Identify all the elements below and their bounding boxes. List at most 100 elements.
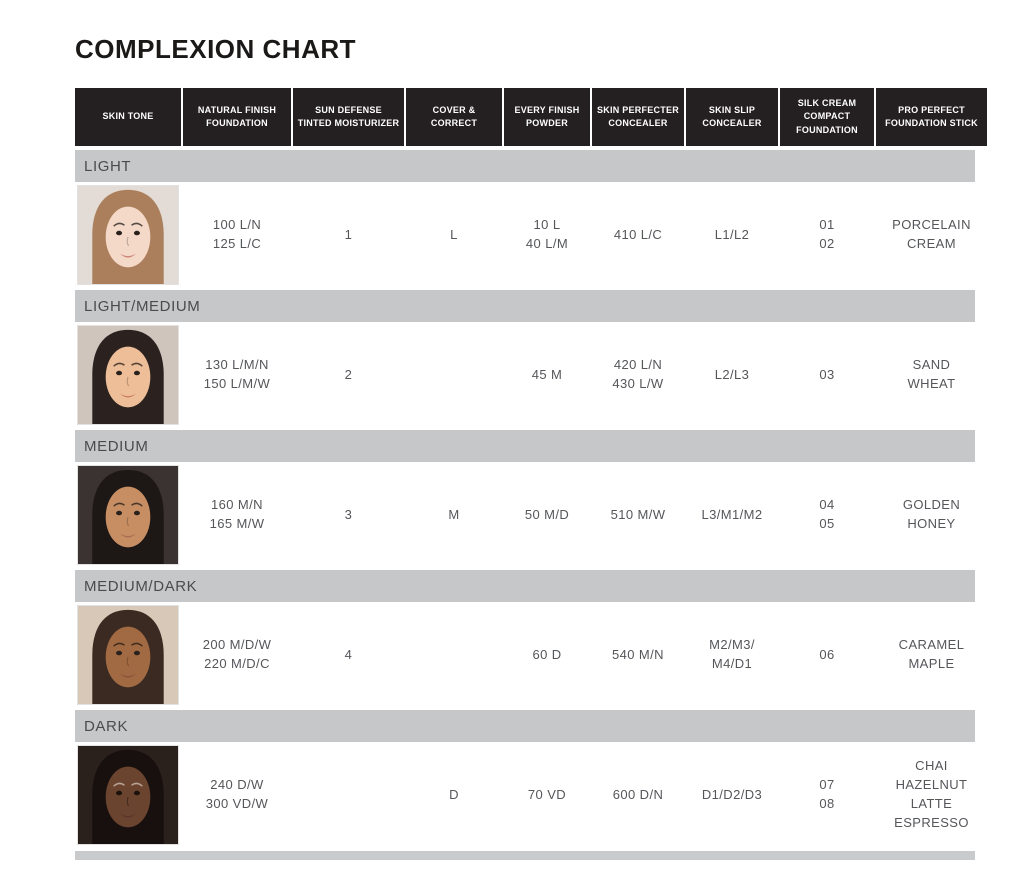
model-face-illustration bbox=[77, 605, 179, 705]
model-face-illustration bbox=[77, 325, 179, 425]
model-photo-light-medium bbox=[75, 324, 181, 426]
model-face-illustration bbox=[77, 745, 179, 845]
model-photo-medium bbox=[75, 464, 181, 566]
cell-silk-cream-compact-foundation: 07 08 bbox=[819, 777, 835, 811]
complexion-table: SKIN TONE NATURAL FINISH FOUNDATION SUN … bbox=[75, 88, 987, 860]
cell-pro-perfect-foundation-stick: PORCELAIN CREAM bbox=[892, 217, 971, 251]
column-header-skin-tone: SKIN TONE bbox=[75, 88, 181, 146]
cell-skin-perfecter-concealer: 410 L/C bbox=[613, 226, 663, 242]
section-label: DARK bbox=[84, 717, 129, 735]
cell-cover-and-correct bbox=[406, 604, 502, 706]
right-eyebrow bbox=[131, 222, 143, 227]
cell-sun-defense-tinted-moisturizer bbox=[293, 744, 404, 846]
model-photo-dark bbox=[75, 744, 181, 846]
lips bbox=[119, 533, 137, 538]
lips bbox=[119, 253, 137, 258]
right-eye bbox=[133, 230, 140, 236]
cell-skin-slip-concealer: D1/D2/D3 bbox=[701, 786, 763, 802]
table-row-light-medium: 130 L/M/N 150 L/M/W 2 45 M 420 L/N 430 L… bbox=[75, 324, 975, 426]
cell-skin-slip-concealer: L2/L3 bbox=[714, 366, 750, 382]
cell-skin-perfecter-concealer: 600 D/N bbox=[612, 786, 664, 802]
cell-cover-and-correct: L bbox=[450, 226, 458, 242]
cell-every-finish-powder: 10 L 40 L/M bbox=[525, 217, 569, 251]
cell-skin-perfecter-concealer: 420 L/N 430 L/W bbox=[612, 357, 664, 391]
section-label: MEDIUM bbox=[84, 437, 149, 455]
left-eye bbox=[116, 370, 123, 376]
cell-cover-and-correct: M bbox=[448, 506, 460, 522]
table-header-row: SKIN TONE NATURAL FINISH FOUNDATION SUN … bbox=[75, 88, 987, 146]
section-band-light: LIGHT bbox=[75, 150, 975, 182]
face bbox=[105, 486, 151, 548]
face bbox=[105, 766, 151, 828]
cell-pro-perfect-foundation-stick: CARAMEL MAPLE bbox=[898, 637, 965, 671]
section-band-medium-dark: MEDIUM/DARK bbox=[75, 570, 975, 602]
column-header-every-finish-powder: EVERY FINISH POWDER bbox=[504, 88, 590, 146]
face bbox=[105, 346, 151, 408]
cell-skin-perfecter-concealer: 540 M/N bbox=[612, 646, 664, 662]
cell-skin-slip-concealer: L1/L2 bbox=[714, 226, 750, 242]
cell-sun-defense-tinted-moisturizer: 3 bbox=[344, 506, 353, 522]
left-eyebrow bbox=[113, 782, 125, 787]
nose bbox=[126, 376, 130, 387]
face bbox=[105, 206, 151, 268]
cell-skin-perfecter-concealer: 510 M/W bbox=[610, 506, 666, 522]
column-header-skin-slip-concealer: SKIN SLIP CONCEALER bbox=[686, 88, 778, 146]
model-face-illustration bbox=[77, 185, 179, 285]
cell-pro-perfect-foundation-stick: SAND WHEAT bbox=[907, 357, 956, 391]
face bbox=[105, 626, 151, 688]
section-label: LIGHT bbox=[84, 157, 132, 175]
section-band-medium: MEDIUM bbox=[75, 430, 975, 462]
left-eye bbox=[116, 650, 123, 656]
left-eye bbox=[116, 790, 123, 796]
left-eyebrow bbox=[113, 222, 125, 227]
left-eye bbox=[116, 510, 123, 516]
right-eye bbox=[133, 510, 140, 516]
right-eyebrow bbox=[131, 502, 143, 507]
cell-silk-cream-compact-foundation: 01 02 bbox=[819, 217, 835, 251]
model-photo-medium-dark bbox=[75, 604, 181, 706]
right-eye bbox=[133, 370, 140, 376]
table-row-medium-dark: 200 M/D/W 220 M/D/C 4 60 D 540 M/N M2/M3… bbox=[75, 604, 975, 706]
cell-pro-perfect-foundation-stick: CHAI HAZELNUT LATTE ESPRESSO bbox=[894, 758, 969, 830]
nose bbox=[126, 516, 130, 527]
model-face-illustration bbox=[77, 465, 179, 565]
column-header-natural-finish-foundation: NATURAL FINISH FOUNDATION bbox=[183, 88, 291, 146]
cell-silk-cream-compact-foundation: 03 bbox=[819, 366, 835, 382]
cell-cover-and-correct: D bbox=[449, 786, 459, 802]
nose bbox=[126, 236, 130, 247]
right-eyebrow bbox=[131, 362, 143, 367]
cell-silk-cream-compact-foundation: 06 bbox=[819, 646, 835, 662]
column-header-sun-defense-tinted-moisturizer: SUN DEFENSE TINTED MOISTURIZER bbox=[293, 88, 404, 146]
cell-sun-defense-tinted-moisturizer: 2 bbox=[344, 366, 353, 382]
cell-sun-defense-tinted-moisturizer: 4 bbox=[344, 646, 353, 662]
cell-every-finish-powder: 60 D bbox=[532, 646, 562, 662]
left-eyebrow bbox=[113, 502, 125, 507]
cell-every-finish-powder: 70 VD bbox=[527, 786, 567, 802]
left-eyebrow bbox=[113, 362, 125, 367]
right-eye bbox=[133, 790, 140, 796]
left-eyebrow bbox=[113, 642, 125, 647]
cell-silk-cream-compact-foundation: 04 05 bbox=[819, 497, 835, 531]
nose bbox=[126, 656, 130, 667]
cell-cover-and-correct bbox=[406, 324, 502, 426]
cell-pro-perfect-foundation-stick: GOLDEN HONEY bbox=[902, 497, 961, 531]
cell-skin-slip-concealer: M2/M3/ M4/D1 bbox=[709, 637, 755, 671]
lips bbox=[119, 673, 137, 678]
model-photo-light bbox=[75, 184, 181, 286]
table-row-medium: 160 M/N 165 M/W 3 M 50 M/D 510 M/W L3/M1… bbox=[75, 464, 975, 566]
table-row-light: 100 L/N 125 L/C 1 L 10 L 40 L/M 410 L/C … bbox=[75, 184, 975, 286]
table-row-dark: 240 D/W 300 VD/W D 70 VD 600 D/N D1/D2/D… bbox=[75, 744, 975, 846]
section-label: MEDIUM/DARK bbox=[84, 577, 198, 595]
cell-every-finish-powder: 50 M/D bbox=[524, 506, 570, 522]
cell-skin-slip-concealer: L3/M1/M2 bbox=[701, 506, 763, 522]
page-title: COMPLEXION CHART bbox=[75, 34, 356, 64]
lips bbox=[119, 393, 137, 398]
section-band-dark: DARK bbox=[75, 710, 975, 742]
left-eye bbox=[116, 230, 123, 236]
column-header-cover-and-correct: COVER & CORRECT bbox=[406, 88, 502, 146]
right-eyebrow bbox=[131, 642, 143, 647]
lips bbox=[119, 813, 137, 818]
cell-natural-finish-foundation: 200 M/D/W 220 M/D/C bbox=[202, 637, 272, 671]
cell-natural-finish-foundation: 160 M/N 165 M/W bbox=[209, 497, 265, 531]
